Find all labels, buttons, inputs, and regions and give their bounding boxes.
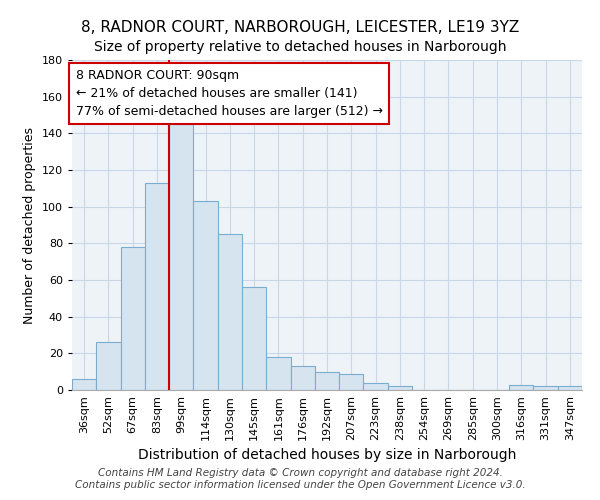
Text: 8 RADNOR COURT: 90sqm
← 21% of detached houses are smaller (141)
77% of semi-det: 8 RADNOR COURT: 90sqm ← 21% of detached … (76, 69, 383, 118)
Y-axis label: Number of detached properties: Number of detached properties (23, 126, 36, 324)
Bar (364, 382, 388, 390)
Bar (388, 386, 412, 390)
Text: 8, RADNOR COURT, NARBOROUGH, LEICESTER, LE19 3YZ: 8, RADNOR COURT, NARBOROUGH, LEICESTER, … (81, 20, 519, 35)
Bar (266, 357, 290, 390)
Text: Size of property relative to detached houses in Narborough: Size of property relative to detached ho… (94, 40, 506, 54)
Text: Contains HM Land Registry data © Crown copyright and database right 2024.
Contai: Contains HM Land Registry data © Crown c… (74, 468, 526, 490)
Bar (533, 386, 558, 390)
Bar (558, 386, 582, 390)
Bar (242, 288, 266, 390)
Bar (72, 379, 96, 390)
Bar (121, 247, 145, 390)
Bar (218, 234, 242, 390)
Bar (290, 366, 315, 390)
Bar (169, 124, 193, 390)
Bar (145, 183, 169, 390)
X-axis label: Distribution of detached houses by size in Narborough: Distribution of detached houses by size … (138, 448, 516, 462)
Bar (96, 342, 121, 390)
Bar (193, 201, 218, 390)
Bar (509, 384, 533, 390)
Bar (339, 374, 364, 390)
Bar (315, 372, 339, 390)
